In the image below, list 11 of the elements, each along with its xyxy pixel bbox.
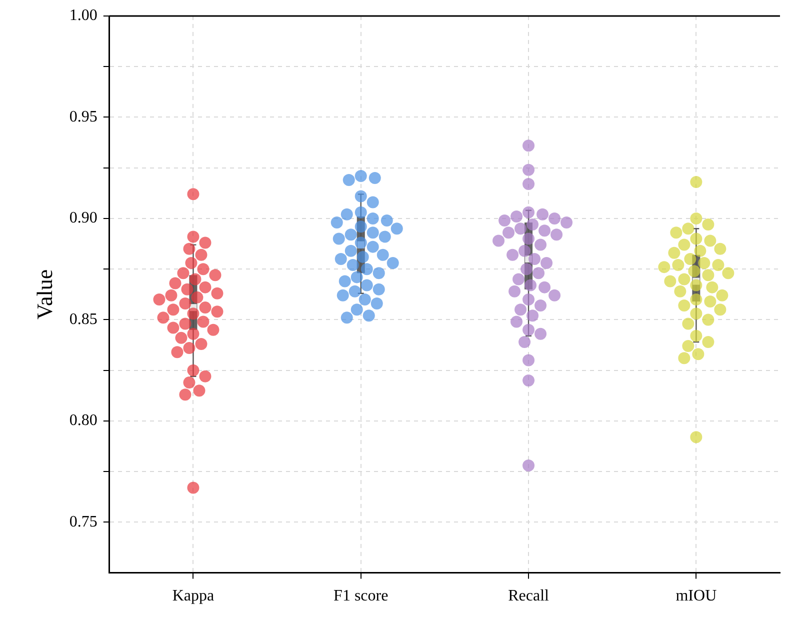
y-axis-title: Value bbox=[32, 269, 57, 320]
y-tick-label: 1.00 bbox=[69, 7, 98, 24]
y-tick-label: 0.90 bbox=[69, 210, 98, 227]
x-tick-label: mIOU bbox=[676, 588, 718, 605]
x-tick-label: Recall bbox=[508, 588, 550, 605]
x-tick-label: F1 score bbox=[334, 588, 388, 605]
y-tick-label: 0.75 bbox=[69, 513, 98, 530]
x-tick-label: Kappa bbox=[172, 588, 214, 605]
y-tick-label: 0.80 bbox=[69, 412, 98, 430]
y-tick-label: 0.95 bbox=[69, 108, 98, 126]
y-tick-label: 0.85 bbox=[69, 310, 98, 328]
